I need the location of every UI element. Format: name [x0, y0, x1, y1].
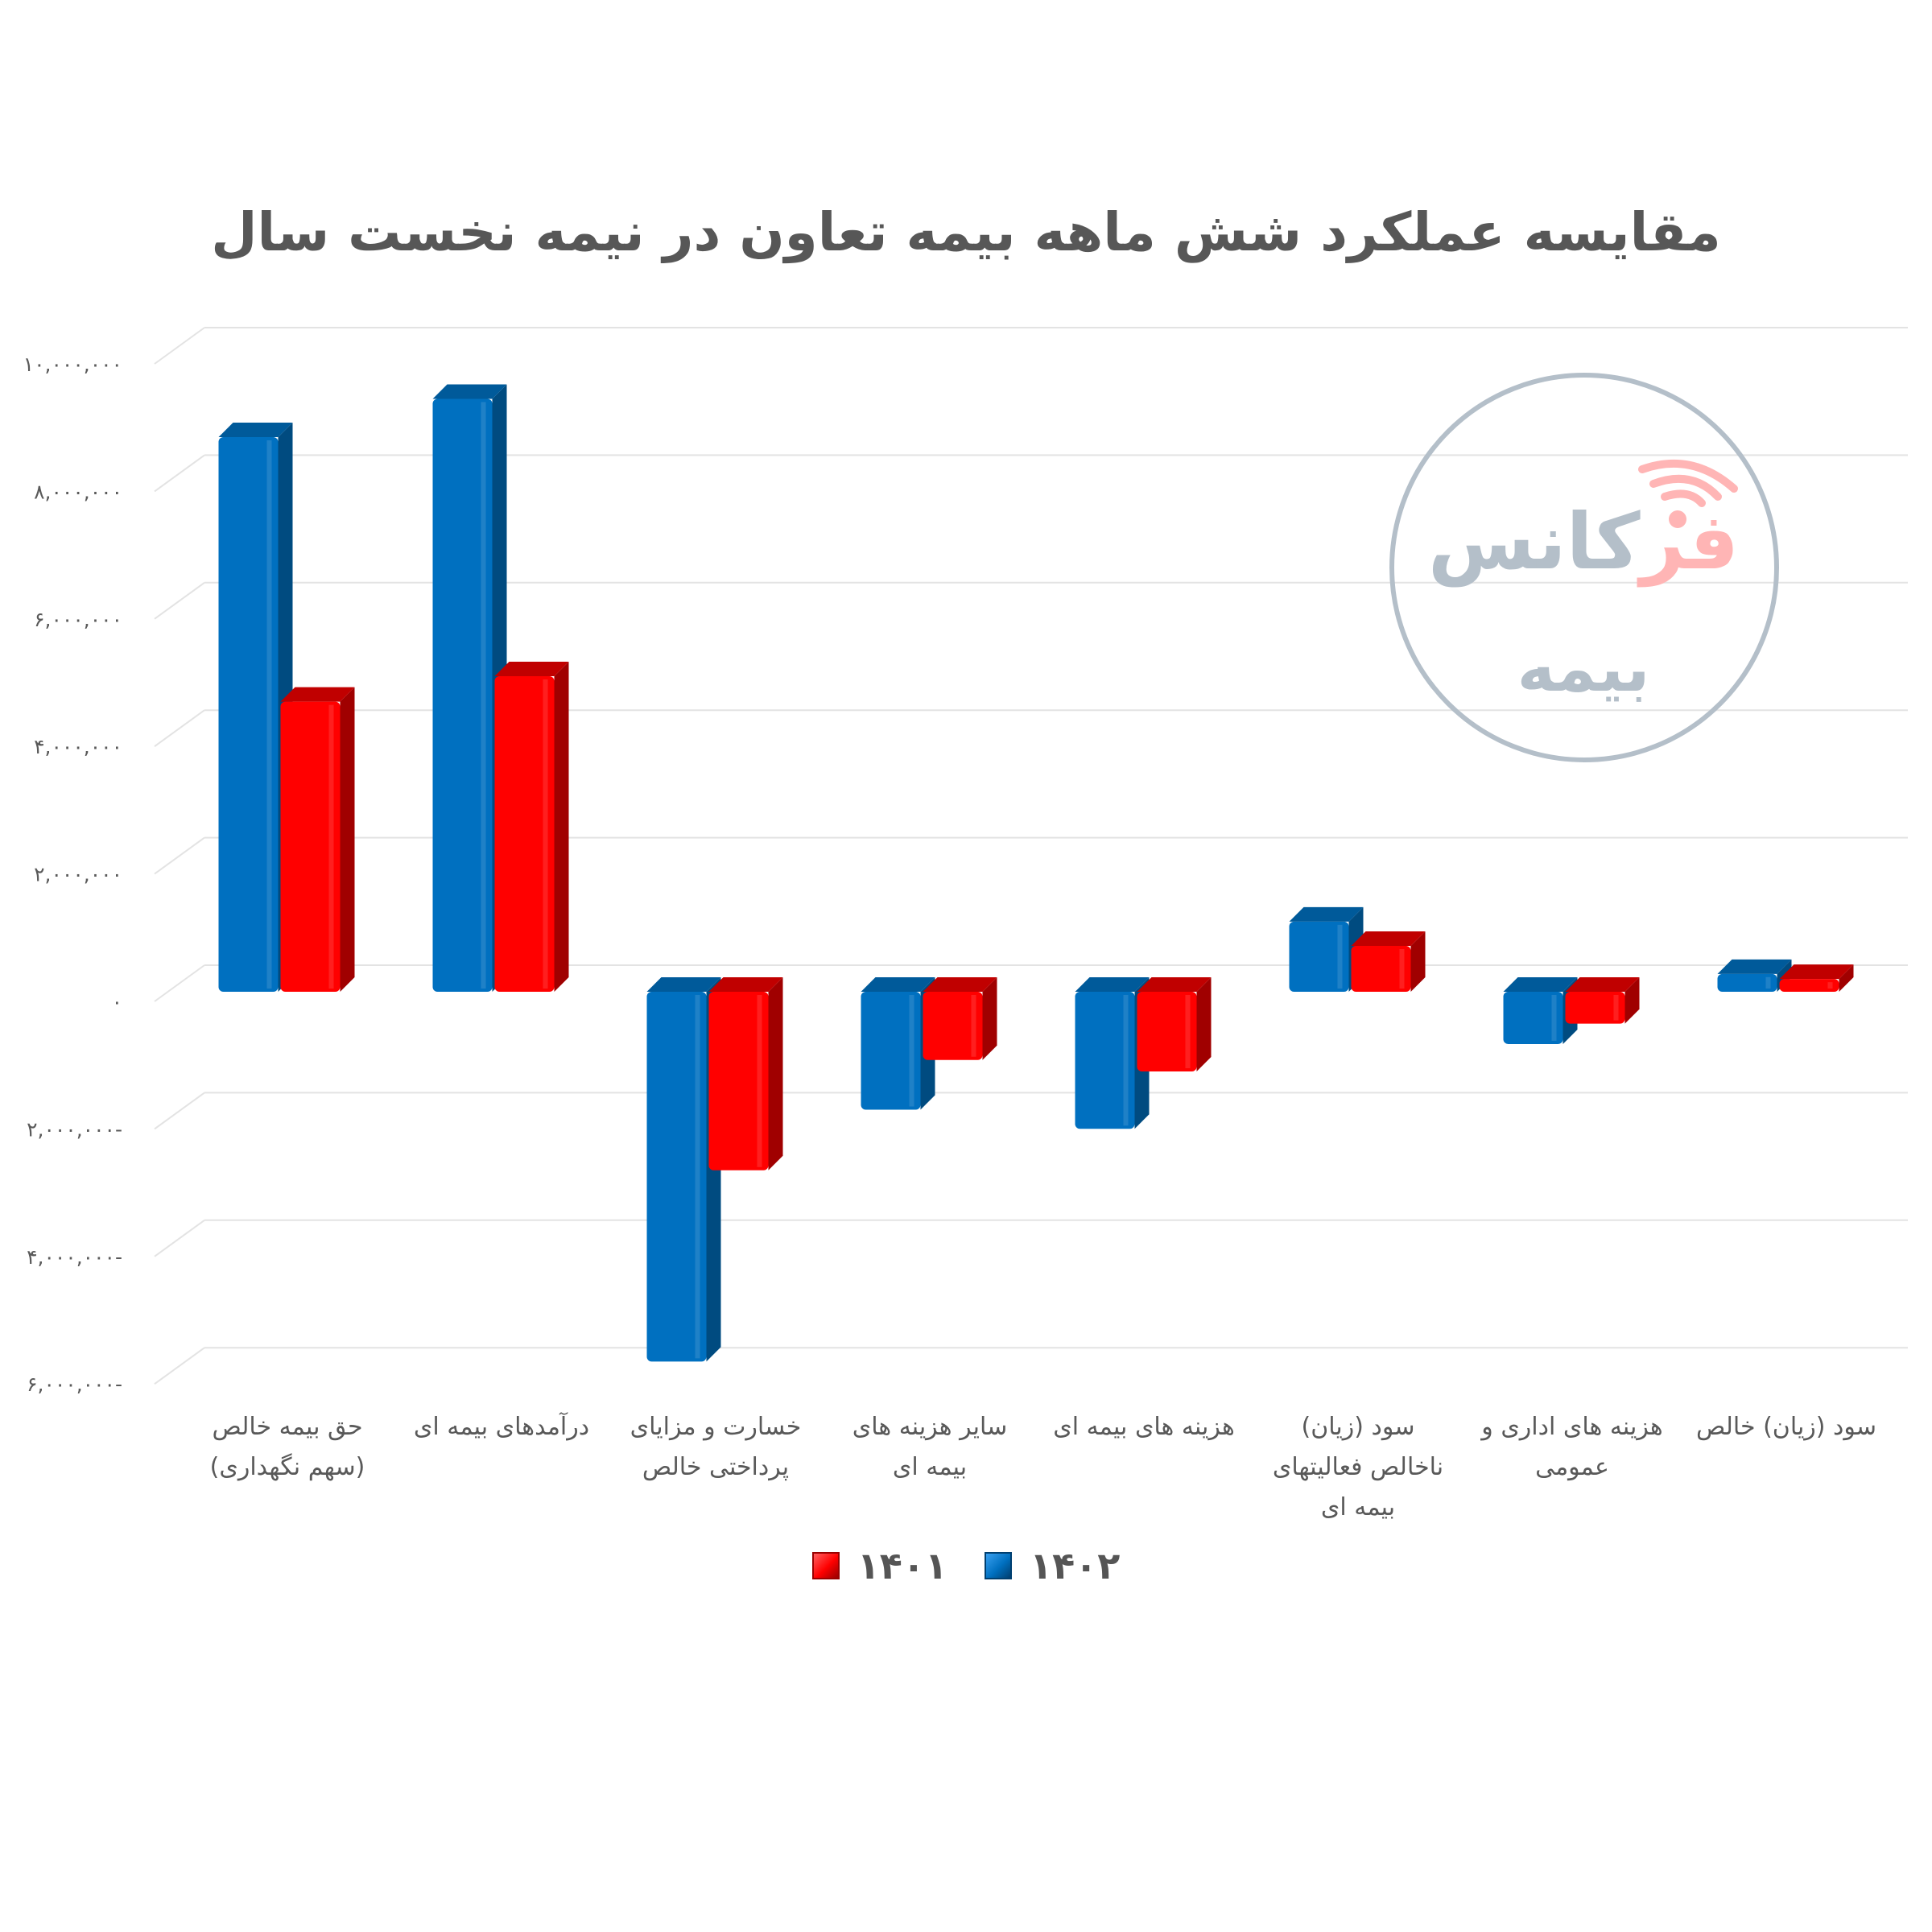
category-label-line: عمومی: [1535, 1453, 1609, 1481]
legend-item-1401[interactable]: ۱۴۰۱: [811, 1544, 947, 1587]
category-label-line: هزینه های بیمه ای: [1053, 1413, 1235, 1441]
y-tick-label: ۰: [112, 990, 122, 1013]
grid-diagonal: [154, 1347, 205, 1385]
y-tick-label: ۴,۰۰۰,۰۰۰-: [27, 1245, 122, 1269]
category-label-8: سود (زیان) خالص: [1686, 1407, 1887, 1447]
grid-diagonal: [154, 581, 205, 620]
legend: ۱۴۰۲ ۱۴۰۱: [0, 1544, 1932, 1587]
bar-1401-3[interactable]: [708, 977, 783, 1170]
watermark-logo: فرکانس بیمه: [1389, 373, 1779, 762]
category-label-line: هزینه های اداری و: [1481, 1413, 1663, 1441]
y-tick-label: ۱۰,۰۰۰,۰۰۰: [23, 353, 122, 376]
category-label-line: (سهم نگهداری): [209, 1453, 365, 1481]
grid-diagonal: [154, 709, 205, 748]
grid-diagonal: [154, 836, 205, 875]
watermark-brand-text: فرکانس: [1426, 497, 1740, 587]
legend-item-1402[interactable]: ۱۴۰۲: [985, 1544, 1120, 1587]
legend-label-1402: ۱۴۰۲: [1030, 1544, 1121, 1587]
category-label-line: ناخالص فعالیتهای: [1272, 1453, 1444, 1481]
bars: [218, 384, 1854, 1362]
category-label-4: سایر هزینه های بیمه ای: [829, 1407, 1030, 1488]
y-tick-label: ۸,۰۰۰,۰۰۰: [34, 480, 122, 503]
chart-title: مقایسه عملکرد شش ماهه بیمه تعاون در نیمه…: [211, 201, 1721, 263]
y-axis-labels: ۱۰,۰۰۰,۰۰۰ ۸,۰۰۰,۰۰۰ ۶,۰۰۰,۰۰۰ ۴,۰۰۰,۰۰۰ ۲,۰…: [23, 353, 122, 1396]
category-label-line: درآمدهای بیمه ای: [413, 1413, 590, 1441]
bar-1402-1[interactable]: [218, 422, 293, 992]
category-label-line: بیمه ای: [1320, 1493, 1396, 1521]
grid-diagonal: [154, 964, 205, 1002]
legend-label-1401: ۱۴۰۱: [857, 1544, 947, 1587]
bar-1401-1[interactable]: [280, 687, 355, 992]
watermark-subtitle: بیمه: [1517, 631, 1650, 706]
watermark-brand-rest: کانس: [1427, 497, 1641, 587]
watermark-brand-accent: فر: [1640, 497, 1740, 587]
bar-1401-8[interactable]: [1779, 964, 1854, 992]
bar-1401-5[interactable]: [1137, 977, 1212, 1071]
wifi-icon: [1638, 459, 1738, 528]
category-label-2: درآمدهای بیمه ای: [401, 1407, 602, 1447]
legend-swatch-red-icon: [811, 1552, 840, 1579]
grid-diagonal: [154, 327, 205, 365]
bar-1401-2[interactable]: [494, 661, 569, 992]
category-label-line: خسارت و مزایای: [630, 1413, 802, 1441]
category-label-line: بیمه ای: [892, 1453, 968, 1481]
category-label-6: سود (زیان) ناخالص فعالیتهای بیمه ای: [1257, 1407, 1459, 1528]
category-label-line: سود (زیان) خالص: [1695, 1413, 1877, 1441]
grid-diagonal: [154, 1219, 205, 1257]
legend-swatch-blue-icon: [985, 1552, 1012, 1579]
y-tick-label: ۴,۰۰۰,۰۰۰: [34, 735, 122, 758]
y-tick-label: ۲,۰۰۰,۰۰۰: [34, 863, 122, 886]
category-label-line: سود (زیان): [1301, 1413, 1415, 1441]
bar-1401-7[interactable]: [1565, 977, 1640, 1024]
category-label-line: سایر هزینه های: [852, 1413, 1008, 1441]
y-tick-label: ۲,۰۰۰,۰۰۰-: [27, 1117, 122, 1141]
category-label-line: پرداختی خالص: [642, 1453, 790, 1481]
y-tick-label: ۶,۰۰۰,۰۰۰-: [27, 1373, 122, 1396]
grid-diagonal: [154, 1092, 205, 1130]
grid-diagonal: [154, 454, 205, 493]
bar-1401-4[interactable]: [923, 977, 997, 1060]
category-label-7: هزینه های اداری و عمومی: [1472, 1407, 1673, 1488]
category-label-line: حق بیمه خالص: [212, 1413, 363, 1441]
category-label-1: حق بیمه خالص (سهم نگهداری): [187, 1407, 388, 1488]
category-label-5: هزینه های بیمه ای: [1043, 1407, 1245, 1447]
y-tick-label: ۶,۰۰۰,۰۰۰: [34, 608, 122, 631]
category-label-3: خسارت و مزایای پرداختی خالص: [615, 1407, 816, 1488]
bar-1401-6[interactable]: [1351, 931, 1426, 992]
